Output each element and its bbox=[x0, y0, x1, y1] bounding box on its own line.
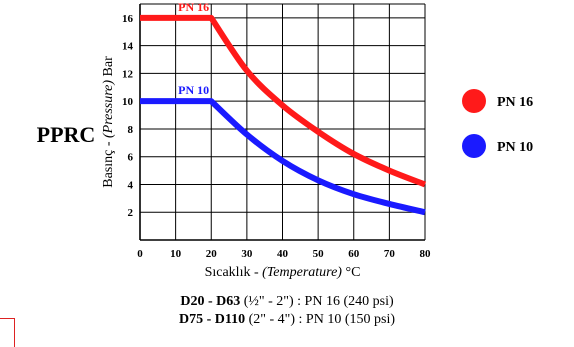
legend-marker-pn-16 bbox=[462, 89, 486, 113]
series-line-pn-16 bbox=[140, 14, 427, 188]
footnote-2-spec: (2" - 4") : PN 10 (150 psi) bbox=[245, 312, 395, 327]
y-axis-label-main: Basınç - bbox=[101, 138, 116, 188]
legend-marker-pn-10 bbox=[462, 134, 486, 158]
y-tick-label-6: 14 bbox=[122, 41, 134, 53]
series-label-pn-10: PN 10 bbox=[178, 83, 209, 97]
y-tick-label-7: 16 bbox=[122, 13, 134, 25]
footnote-line-1: D20 - D63 (½" - 2") : PN 16 (240 psi) bbox=[0, 293, 574, 311]
y-tick-label-3: 8 bbox=[128, 124, 134, 136]
x-tick-label-1: 10 bbox=[170, 248, 182, 260]
product-label: PPRC bbox=[37, 122, 96, 147]
pressure-temperature-chart: 0 10 20 30 40 50 60 70 80 2 4 6 8 10 12 14 16 Sıcaklık - … bbox=[37, 0, 534, 280]
footnote-2-size-range: D75 - D110 bbox=[179, 312, 246, 327]
corner-mark bbox=[0, 318, 15, 347]
x-tick-label-4: 40 bbox=[277, 248, 289, 260]
y-tick-label-4: 10 bbox=[122, 96, 134, 108]
footnote-1-size-range: D20 - D63 bbox=[180, 294, 241, 309]
x-axis-label-english: (Temperature) bbox=[262, 265, 342, 280]
y-tick-label-5: 12 bbox=[122, 68, 134, 80]
footnote-1-spec: (½" - 2") : PN 16 (240 psi) bbox=[240, 294, 394, 309]
legend-label-pn-10: PN 10 bbox=[497, 140, 533, 155]
x-axis-label-main: Sıcaklık - bbox=[205, 265, 263, 280]
y-tick-label-1: 4 bbox=[128, 179, 134, 191]
footnote-line-2: D75 - D110 (2" - 4") : PN 10 (150 psi) bbox=[0, 311, 574, 329]
footnotes: D20 - D63 (½" - 2") : PN 16 (240 psi) D7… bbox=[0, 293, 574, 329]
x-tick-label-7: 70 bbox=[384, 248, 396, 260]
y-axis-label-unit: Bar bbox=[101, 56, 116, 80]
x-tick-label-8: 80 bbox=[420, 248, 432, 260]
x-tick-label-5: 50 bbox=[313, 248, 325, 260]
y-axis-label-english: (Pressure) bbox=[101, 80, 116, 138]
y-tick-label-0: 2 bbox=[128, 207, 134, 219]
y-tick-label-2: 6 bbox=[128, 152, 134, 164]
legend-label-pn-16: PN 16 bbox=[497, 95, 533, 110]
x-tick-label-2: 20 bbox=[206, 248, 218, 260]
x-tick-label-6: 60 bbox=[348, 248, 360, 260]
x-tick-label-0: 0 bbox=[137, 248, 143, 260]
series-label-pn-16: PN 16 bbox=[178, 0, 209, 14]
x-tick-label-3: 30 bbox=[241, 248, 253, 260]
series-line-pn-10 bbox=[140, 98, 426, 216]
x-axis-label-unit: °C bbox=[342, 265, 360, 280]
x-axis-label: Sıcaklık - (Temperature) °C bbox=[205, 265, 361, 280]
y-axis-label: Basınç - (Pressure) Bar bbox=[101, 56, 116, 188]
